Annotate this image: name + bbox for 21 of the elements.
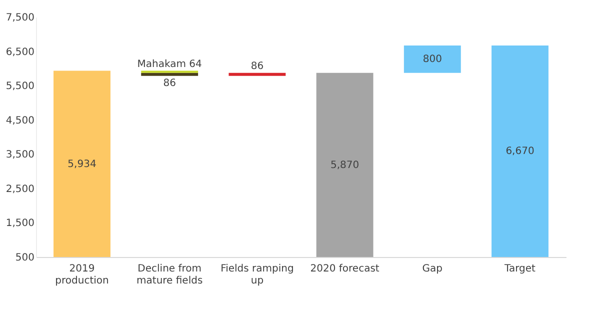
data-label: 86 bbox=[250, 60, 264, 72]
x-tick-label: Target bbox=[504, 264, 536, 274]
x-tick-label: Gap bbox=[422, 264, 443, 274]
y-tick-label: 1,500 bbox=[6, 218, 34, 230]
data-label: 5,870 bbox=[330, 160, 360, 171]
y-tick-label: 500 bbox=[15, 252, 34, 264]
x-tick-label: 2019 production bbox=[55, 264, 109, 286]
y-tick-label: 7,500 bbox=[6, 12, 34, 24]
data-label: 800 bbox=[422, 54, 442, 66]
y-tick-label: 4,500 bbox=[6, 115, 34, 126]
data-label: 86 bbox=[163, 78, 176, 89]
x-tick-label: Fields ramping up bbox=[220, 264, 294, 286]
data-label: 5,934 bbox=[68, 158, 96, 170]
y-tick-label: 2,500 bbox=[6, 184, 34, 195]
y-tick-label: 5,500 bbox=[6, 81, 34, 92]
x-tick-label: Decline from mature fields bbox=[136, 264, 203, 286]
data-label: 6,670 bbox=[506, 146, 534, 158]
y-tick-label: 3,500 bbox=[6, 150, 34, 161]
y-tick-label: 6,500 bbox=[6, 46, 34, 58]
x-tick-label: 2020 forecast bbox=[310, 264, 380, 274]
data-label: Mahakam 64 bbox=[137, 58, 202, 70]
